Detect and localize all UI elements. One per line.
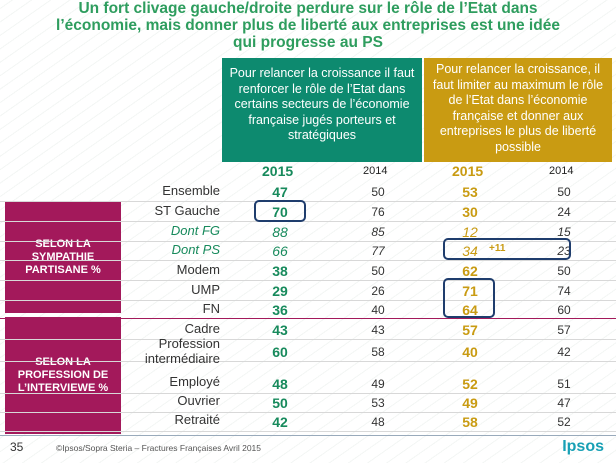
cell-y15: 58 bbox=[462, 414, 478, 430]
diff-badge: +11 bbox=[489, 243, 506, 254]
cell-y15: 49 bbox=[462, 395, 478, 411]
title-line-1: Un fort clivage gauche/droite perdure su… bbox=[78, 0, 538, 17]
cell-y14: 52 bbox=[557, 415, 571, 429]
row-divider bbox=[0, 201, 616, 202]
row-divider bbox=[0, 393, 616, 394]
cell-g15: 48 bbox=[272, 376, 288, 392]
row-divider bbox=[0, 431, 616, 432]
cell-g15: 38 bbox=[272, 263, 288, 279]
highlight-ump-fn bbox=[443, 278, 495, 318]
cell-y14: 23 bbox=[557, 244, 571, 258]
row-label: Employé bbox=[169, 374, 220, 389]
cell-y14: 42 bbox=[557, 345, 571, 359]
row-divider bbox=[0, 221, 616, 222]
cell-y14: 50 bbox=[557, 264, 571, 278]
cell-y15: 12 bbox=[462, 224, 478, 240]
row-label: Profession intermédiaire bbox=[144, 336, 220, 366]
cell-g15: 29 bbox=[272, 283, 288, 299]
cell-g14: 40 bbox=[371, 303, 385, 317]
row-label: Retraité bbox=[174, 412, 220, 427]
cell-y14: 51 bbox=[557, 377, 571, 391]
row-label: Ouvrier bbox=[177, 393, 220, 408]
year-2015-gold: 2015 bbox=[452, 163, 484, 179]
cell-g14: 58 bbox=[371, 345, 385, 359]
ipsos-logo: Ipsos bbox=[562, 438, 604, 455]
row-label: FN bbox=[202, 301, 220, 316]
cell-g14: 50 bbox=[371, 185, 385, 199]
cell-y15: 62 bbox=[462, 263, 478, 279]
row-label: Cadre bbox=[184, 321, 220, 336]
cell-y15: 34 bbox=[462, 243, 478, 259]
row-divider bbox=[0, 412, 616, 413]
year-2014-gold: 2014 bbox=[549, 165, 574, 177]
cell-y14: 50 bbox=[557, 185, 571, 199]
cell-g14: 49 bbox=[371, 377, 385, 391]
cell-y14: 15 bbox=[557, 225, 571, 239]
cell-y15: 40 bbox=[462, 344, 478, 360]
cell-g14: 76 bbox=[371, 205, 385, 219]
group-sympathie-partisane: SELON LA SYMPATHIE PARTISANE % bbox=[5, 201, 121, 313]
cell-y15: 71 bbox=[462, 283, 478, 299]
cell-g14: 53 bbox=[371, 396, 385, 410]
highlight-st-gauche bbox=[254, 200, 306, 222]
cell-g15: 43 bbox=[272, 322, 288, 338]
cell-y15: 52 bbox=[462, 376, 478, 392]
row-divider bbox=[0, 361, 616, 362]
cell-g15: 36 bbox=[272, 302, 288, 318]
highlight-dont-ps bbox=[443, 238, 571, 260]
group-profession: SELON LA PROFESSION DE L’INTERVIEWE % bbox=[5, 317, 121, 434]
title-line-3: qui progresse au PS bbox=[233, 34, 383, 51]
row-label: ST Gauche bbox=[154, 203, 220, 218]
cell-g14: 50 bbox=[371, 264, 385, 278]
cell-y14: 24 bbox=[557, 205, 571, 219]
row-divider bbox=[0, 318, 616, 319]
cell-y15: 53 bbox=[462, 184, 478, 200]
footer-source: ©Ipsos/Sopra Steria – Fractures Français… bbox=[56, 443, 262, 453]
cell-y15: 64 bbox=[462, 302, 478, 318]
row-label: UMP bbox=[191, 282, 220, 297]
cell-g15: 60 bbox=[272, 344, 288, 360]
year-2015-green: 2015 bbox=[262, 163, 294, 179]
row-label: Modem bbox=[176, 262, 220, 277]
cell-y14: 47 bbox=[557, 396, 571, 410]
cell-g14: 48 bbox=[371, 415, 385, 429]
cell-g14: 26 bbox=[371, 284, 385, 298]
cell-g15: 47 bbox=[272, 184, 288, 200]
cell-g14: 43 bbox=[371, 323, 385, 337]
header-renforcer-etat: Pour relancer la croissance il faut renf… bbox=[222, 58, 422, 162]
cell-g15: 42 bbox=[272, 414, 288, 430]
cell-y14: 60 bbox=[557, 303, 571, 317]
slide-title: Un fort clivage gauche/droite perdure su… bbox=[0, 0, 616, 51]
cell-y14: 74 bbox=[557, 284, 571, 298]
row-label: Ensemble bbox=[162, 183, 220, 198]
cell-y15: 57 bbox=[462, 322, 478, 338]
row-divider bbox=[0, 260, 616, 261]
page-number: 35 bbox=[10, 440, 24, 454]
row-divider bbox=[0, 339, 616, 340]
title-line-2: l’économie, mais donner plus de liberté … bbox=[56, 17, 560, 34]
row-divider bbox=[0, 300, 616, 301]
cell-g14: 85 bbox=[371, 225, 385, 239]
row-divider bbox=[0, 241, 616, 242]
row-label: Dont PS bbox=[171, 242, 220, 257]
row-label: Dont FG bbox=[170, 223, 220, 238]
cell-g15: 50 bbox=[272, 395, 288, 411]
cell-y15: 30 bbox=[462, 204, 478, 220]
cell-g15: 88 bbox=[272, 224, 288, 240]
cell-g15: 66 bbox=[272, 243, 288, 259]
cell-g14: 77 bbox=[371, 244, 385, 258]
cell-y14: 57 bbox=[557, 323, 571, 337]
header-limiter-etat: Pour relancer la croissance, il faut lim… bbox=[424, 58, 612, 162]
year-2014-green: 2014 bbox=[363, 165, 388, 177]
footer-divider bbox=[0, 435, 616, 436]
row-divider bbox=[0, 280, 616, 281]
cell-g15: 70 bbox=[272, 204, 288, 220]
